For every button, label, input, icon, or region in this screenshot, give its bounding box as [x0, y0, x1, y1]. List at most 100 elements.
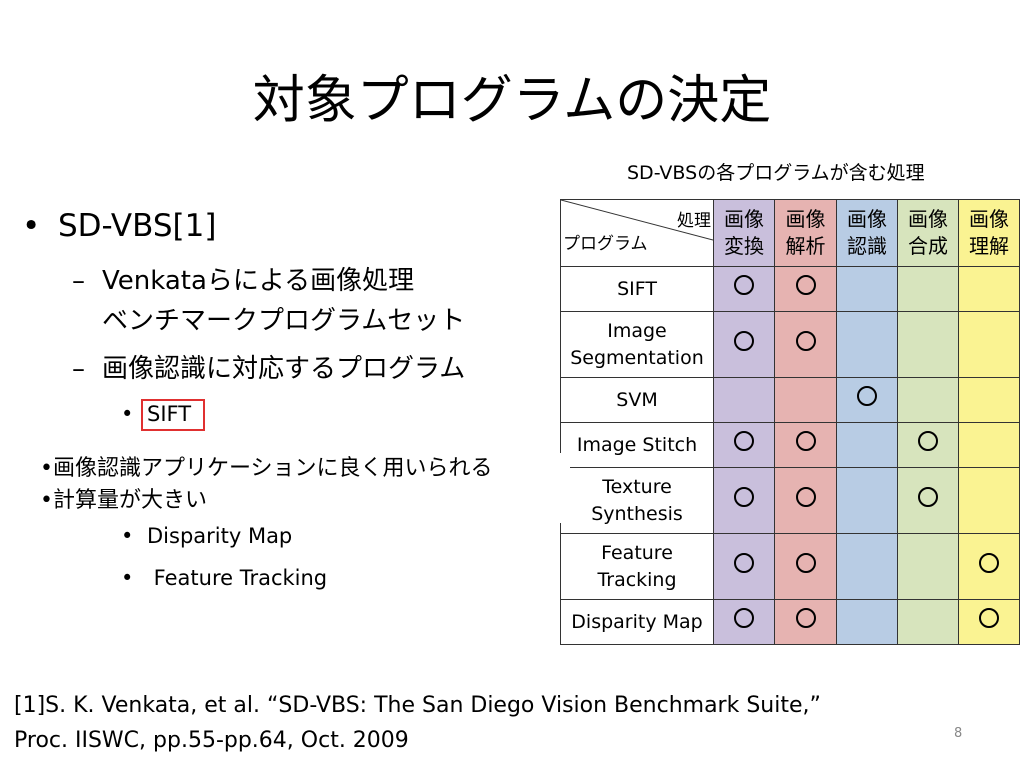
circle-mark-icon: [734, 330, 754, 351]
bullet-text: Disparity Map: [147, 524, 293, 548]
bullet-feature-tracking: • Feature Tracking: [121, 566, 327, 662]
circle-mark-icon: [979, 608, 999, 628]
callout-line: •画像認識アプリケーションに良く用いられる: [40, 456, 493, 481]
table-corner-cell: 処理 プログラム: [560, 199, 714, 267]
table-row: Texture Synthesis: [560, 467, 1020, 534]
footnote-line: [1]S. K. Venkata, et al. “SD-VBS: The Sa…: [14, 693, 821, 718]
slide-title: 対象プログラムの決定: [252, 71, 772, 131]
column-header-kaiseki: 画像 解析: [774, 199, 837, 267]
bullet-text: SIFT: [147, 402, 192, 426]
program-process-table: 処理 プログラム 画像 変換 画像 解析 画像 認識 画像 合成 画像 理解 S…: [560, 199, 1020, 645]
process-cell: [958, 422, 1020, 468]
circle-mark-icon: [734, 552, 754, 573]
column-header-gousei: 画像 合成: [897, 199, 959, 267]
bullet-marker: •: [121, 566, 134, 590]
footnote-line: Proc. IISWC, pp.55-pp.64, Oct. 2009: [14, 728, 409, 753]
circle-mark-icon: [979, 552, 999, 573]
circle-mark-icon: [795, 608, 816, 628]
program-name-line: Texture: [602, 475, 672, 498]
circle-mark-icon: [795, 431, 816, 451]
process-cell: [958, 599, 1020, 645]
circle-mark-icon: [734, 608, 754, 628]
process-cell: [897, 377, 959, 423]
bullet-marker: –: [72, 354, 85, 384]
footnote: [1]S. K. Venkata, et al. “SD-VBS: The Sa…: [14, 688, 821, 758]
program-name-cell: Feature Tracking: [560, 533, 714, 600]
circle-mark-icon: [734, 275, 754, 295]
program-name-cell: SVM: [560, 377, 714, 423]
column-header-line: 画像: [969, 207, 1009, 231]
process-cell: [836, 422, 898, 468]
bullet-text-cont: ベンチマークプログラムセット: [102, 306, 466, 336]
process-cell: [713, 377, 775, 423]
callout-line: •計算量が大きい: [40, 488, 207, 513]
column-header-line: 変換: [724, 234, 764, 258]
circle-mark-icon: [734, 431, 754, 451]
bullet-text: 画像認識に対応するプログラム: [102, 354, 466, 384]
process-cell: [897, 311, 959, 378]
column-header-line: 理解: [969, 234, 1009, 258]
process-cell: [836, 266, 898, 312]
process-cell: [836, 599, 898, 645]
bullet-text: Venkataらによる画像処理: [102, 266, 415, 296]
process-cell: [774, 377, 837, 423]
process-cell: [836, 533, 898, 600]
bullet-marker: •: [121, 524, 134, 548]
table-caption: SD-VBSの各プログラムが含む処理: [627, 162, 925, 184]
circle-mark-icon: [857, 386, 877, 406]
bullet-text: SD-VBS[1]: [58, 208, 217, 244]
process-cell: [774, 599, 837, 645]
program-name-cell: Disparity Map: [560, 599, 714, 645]
process-cell: [836, 467, 898, 534]
process-cell: [836, 311, 898, 378]
process-cell: [958, 311, 1020, 378]
process-cell: [897, 266, 959, 312]
column-header-line: 認識: [847, 234, 887, 258]
program-name-line: Disparity Map: [571, 610, 703, 633]
table-body: SIFT Image Segmentation SVM Image Stitch Text…: [560, 266, 1020, 645]
page-number: 8: [954, 726, 963, 741]
process-cell: [713, 599, 775, 645]
circle-mark-icon: [795, 486, 816, 507]
circle-mark-icon: [795, 275, 816, 295]
process-cell: [713, 533, 775, 600]
process-cell: [897, 467, 959, 534]
process-cell: [713, 266, 775, 312]
process-cell: [958, 467, 1020, 534]
program-name-line: SVM: [616, 388, 658, 411]
program-name-line: Image: [607, 319, 667, 342]
column-header-line: 画像: [785, 207, 826, 231]
process-cell: [774, 266, 837, 312]
column-header-line: 画像: [724, 207, 764, 231]
process-cell: [897, 533, 959, 600]
program-name-line: Tracking: [597, 568, 677, 591]
program-name-line: Feature: [601, 541, 673, 564]
process-cell: [774, 533, 837, 600]
table-row: Image Stitch: [560, 422, 1020, 468]
column-header-line: 合成: [908, 234, 948, 258]
corner-label-process: 処理: [677, 211, 711, 231]
column-header-rikai: 画像 理解: [958, 199, 1020, 267]
corner-label-program: プログラム: [563, 234, 648, 254]
callout-box: •画像認識アプリケーションに良く用いられる •計算量が大きい: [40, 453, 570, 523]
program-name-cell: Image Stitch: [560, 422, 714, 468]
process-cell: [774, 467, 837, 534]
bullet-marker: •: [121, 402, 134, 426]
table-row: Disparity Map: [560, 599, 1020, 645]
program-name-cell: Image Segmentation: [560, 311, 714, 378]
program-name-cell: Texture Synthesis: [560, 467, 714, 534]
process-cell: [713, 467, 775, 534]
table-row: Feature Tracking: [560, 533, 1020, 600]
table-row: SVM: [560, 377, 1020, 423]
process-cell: [897, 599, 959, 645]
process-cell: [774, 422, 837, 468]
circle-mark-icon: [918, 486, 938, 507]
process-cell: [958, 377, 1020, 423]
process-cell: [958, 266, 1020, 312]
program-name-line: Segmentation: [570, 346, 704, 369]
circle-mark-icon: [918, 431, 938, 451]
program-name-cell: SIFT: [560, 266, 714, 312]
table-header-row: 処理 プログラム 画像 変換 画像 解析 画像 認識 画像 合成 画像 理解: [560, 199, 1020, 267]
process-cell: [836, 377, 898, 423]
circle-mark-icon: [795, 552, 816, 573]
